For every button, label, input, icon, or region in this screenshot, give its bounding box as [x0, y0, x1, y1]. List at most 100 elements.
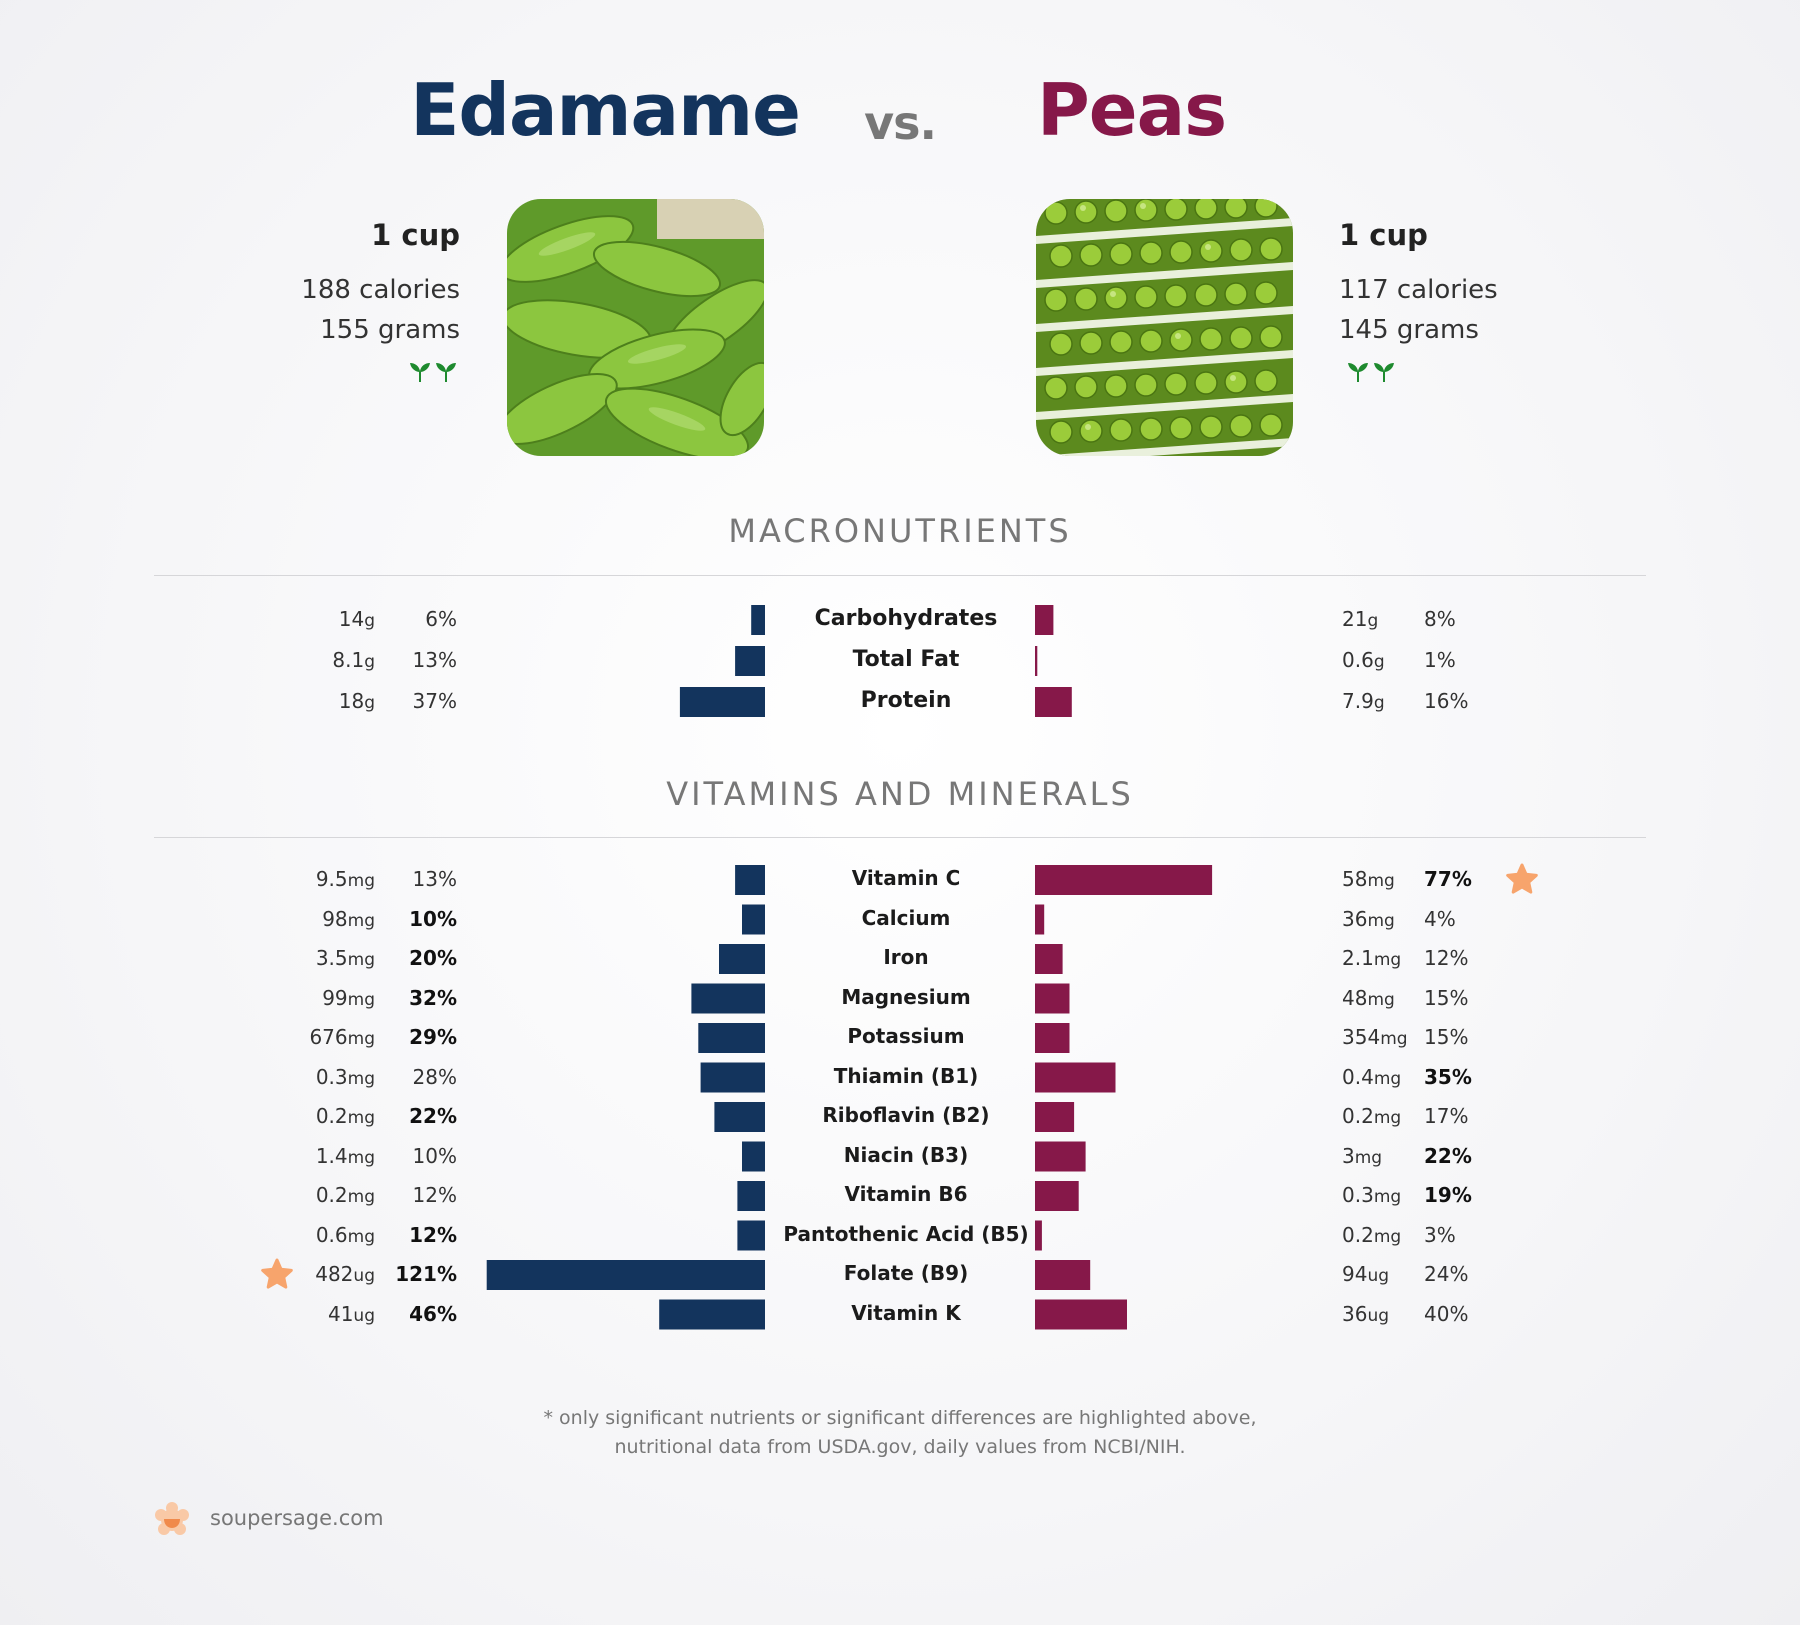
amount-value: 354: [1342, 1025, 1381, 1049]
left-percent: 13%: [412, 867, 457, 891]
right-percent: 4%: [1424, 906, 1456, 931]
amount-value: 676: [309, 1025, 348, 1049]
left-bar: [679, 687, 765, 717]
vs-label: vs.: [864, 96, 937, 150]
left-amount: 8.1g: [255, 648, 375, 672]
amount-value: 0.4: [1342, 1064, 1374, 1089]
nutrient-label: Protein: [860, 688, 952, 713]
amount-value: 18: [338, 689, 365, 713]
right-bar: [1035, 1102, 1075, 1132]
nutrient-label: Pantothenic Acid (B5): [783, 1221, 1029, 1246]
amount-unit: mg: [347, 1108, 375, 1128]
right-bar: [1035, 687, 1072, 717]
amount-value: 98: [322, 906, 348, 931]
right-percent: 16%: [1424, 689, 1469, 713]
left-bar: [735, 865, 765, 895]
amount-unit: ug: [1367, 1305, 1390, 1326]
right-bar: [1035, 983, 1070, 1014]
right-bar: [1035, 944, 1063, 974]
nutrient-label: Vitamin B6: [844, 1182, 968, 1206]
amount-value: 0.6: [1342, 648, 1374, 672]
nutrient-label: Folate (B9): [843, 1261, 969, 1285]
left-amount: 0.3mg: [255, 1065, 375, 1089]
left-percent: 32%: [409, 985, 457, 1010]
left-percent: 22%: [409, 1104, 457, 1128]
amount-value: 36: [1342, 906, 1368, 931]
left-percent: 28%: [412, 1064, 457, 1089]
amount-unit: g: [364, 652, 375, 672]
right-amount: 58mg: [1342, 867, 1462, 891]
nutrient-label: Vitamin C: [851, 866, 961, 890]
amount-value: 0.2: [1342, 1104, 1374, 1128]
peas-photo: [1036, 199, 1293, 456]
amount-unit: mg: [1373, 1068, 1402, 1089]
right-percent: 77%: [1424, 867, 1472, 891]
amount-value: 0.2: [1342, 1222, 1374, 1247]
left-amount: 1.4mg: [255, 1144, 375, 1168]
nutrient-label: Carbohydrates: [814, 606, 998, 631]
right-bar: [1035, 1181, 1079, 1211]
divider: [154, 837, 1646, 838]
right-percent: 1%: [1424, 648, 1456, 672]
amount-value: 0.3: [315, 1064, 348, 1089]
footnote-line-1: * only significant nutrients or signific…: [543, 1407, 1257, 1429]
right-amount: 0.3mg: [1342, 1183, 1462, 1207]
amount-unit: mg: [347, 1226, 375, 1247]
right-percent: 15%: [1424, 1025, 1469, 1049]
left-bar: [742, 1141, 765, 1172]
left-grams: 155 grams: [320, 315, 460, 345]
divider: [154, 575, 1646, 576]
nutrient-label: Magnesium: [841, 984, 971, 1009]
nutrient-label: Total Fat: [852, 647, 960, 672]
nutrient-label: Potassium: [847, 1024, 965, 1048]
macronutrients-heading: MACRONUTRIENTS: [728, 512, 1072, 550]
left-bar: [742, 904, 765, 935]
right-amount: 36mg: [1342, 907, 1462, 931]
right-amount: 2.1mg: [1342, 946, 1462, 970]
right-bar: [1035, 605, 1054, 635]
left-bar: [737, 1220, 765, 1251]
left-percent: 20%: [409, 946, 457, 970]
right-amount: 0.4mg: [1342, 1065, 1462, 1089]
left-amount: 14g: [255, 607, 375, 631]
amount-value: 58: [1342, 867, 1368, 891]
left-calories: 188 calories: [301, 275, 460, 305]
left-amount: 98mg: [255, 907, 375, 931]
highlight-star-icon: [1506, 863, 1538, 894]
right-amount: 3mg: [1342, 1144, 1462, 1168]
right-bar: [1035, 1062, 1116, 1093]
amount-value: 7.9: [1342, 689, 1374, 713]
nutrient-label: Thiamin (B1): [833, 1063, 979, 1088]
amount-unit: mg: [1367, 989, 1395, 1010]
left-bar: [698, 1023, 765, 1053]
right-bar: [1035, 1220, 1042, 1251]
amount-unit: mg: [347, 1068, 375, 1089]
right-percent: 22%: [1424, 1143, 1472, 1168]
right-amount: 0.6g: [1342, 648, 1462, 672]
amount-unit: mg: [347, 989, 375, 1010]
amount-value: 0.6: [315, 1222, 348, 1247]
left-bar: [659, 1299, 765, 1330]
amount-unit: mg: [347, 1187, 375, 1207]
amount-value: 0.2: [315, 1183, 348, 1207]
amount-unit: g: [364, 611, 375, 631]
amount-unit: mg: [1354, 1147, 1383, 1168]
right-grams: 145 grams: [1339, 315, 1479, 345]
right-amount: 21g: [1342, 607, 1462, 631]
left-bar: [719, 944, 765, 974]
left-bar: [700, 1062, 765, 1093]
amount-unit: mg: [347, 1029, 375, 1049]
amount-unit: mg: [1373, 950, 1402, 970]
right-percent: 40%: [1424, 1301, 1469, 1326]
right-percent: 15%: [1424, 985, 1469, 1010]
left-percent: 12%: [409, 1222, 457, 1247]
highlight-star-icon: [261, 1258, 293, 1289]
brand-link[interactable]: soupersage.com: [210, 1506, 384, 1530]
left-percent: 12%: [412, 1183, 457, 1207]
amount-value: 8.1: [332, 648, 365, 672]
amount-unit: mg: [1380, 1029, 1408, 1049]
amount-unit: mg: [1367, 871, 1395, 891]
amount-value: 94: [1342, 1262, 1368, 1286]
right-bar: [1035, 1260, 1091, 1290]
